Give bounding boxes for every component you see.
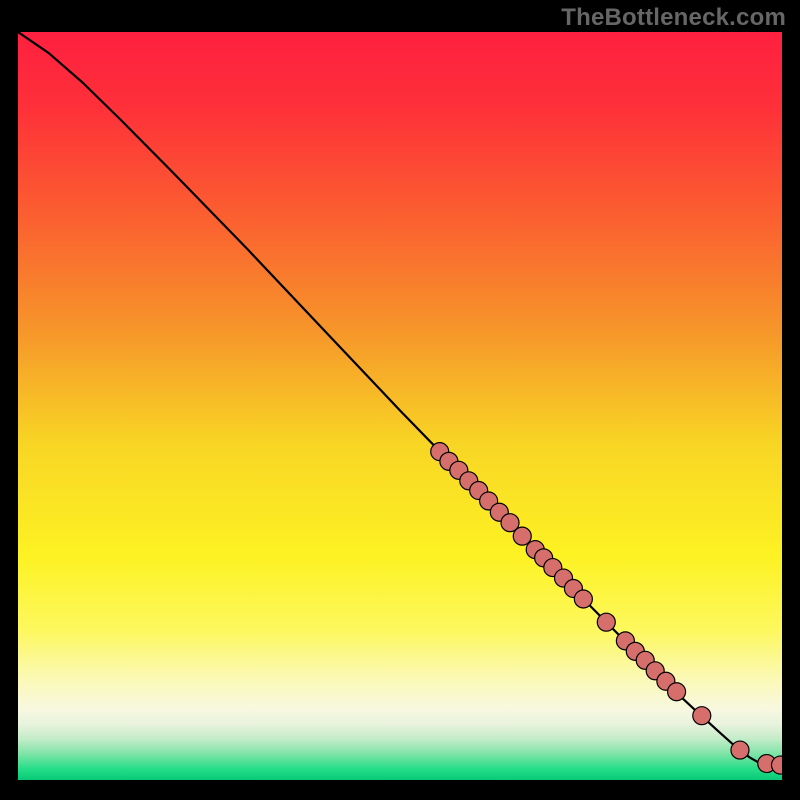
chart-svg xyxy=(18,32,782,780)
data-marker xyxy=(574,590,592,608)
data-marker xyxy=(731,741,749,759)
chart-stage: TheBottleneck.com xyxy=(0,0,800,800)
data-marker xyxy=(513,527,531,545)
plot-background xyxy=(18,32,782,780)
data-marker xyxy=(693,707,711,725)
watermark-text: TheBottleneck.com xyxy=(561,4,786,32)
data-marker xyxy=(668,683,686,701)
data-marker xyxy=(597,613,615,631)
